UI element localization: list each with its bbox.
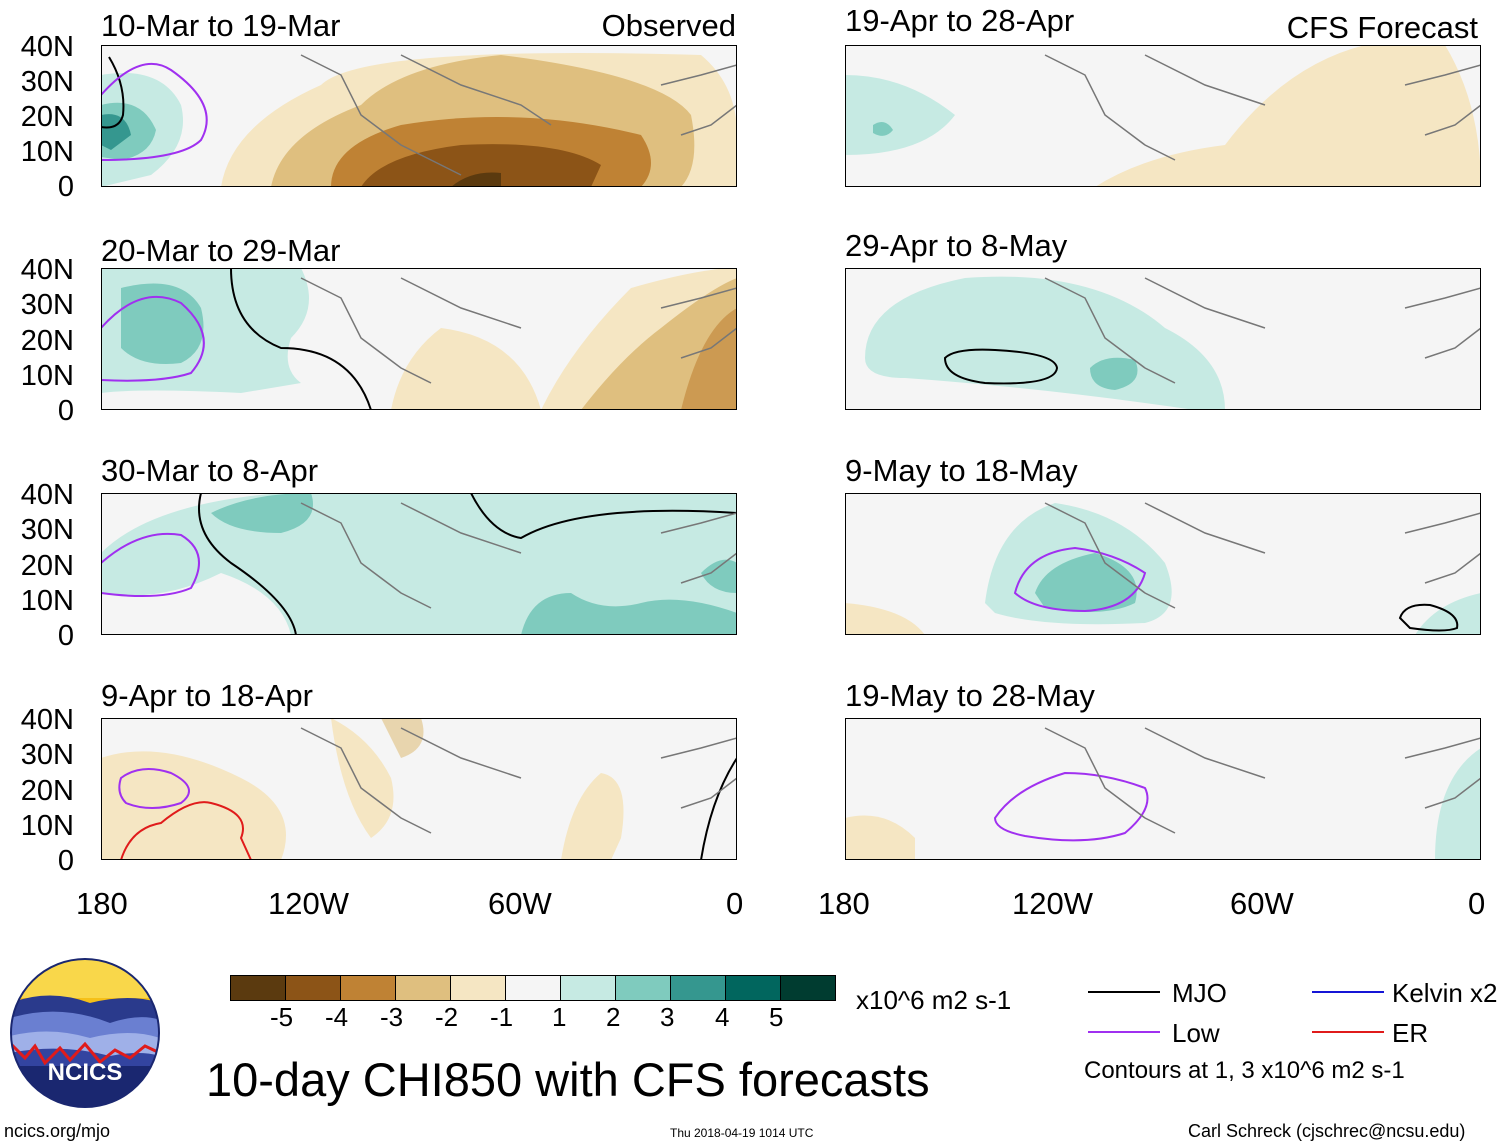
legend-label-mjo: MJO: [1172, 978, 1227, 1008]
y-tick-40n-4: 40N: [20, 704, 74, 736]
colorbar-tick: 4: [715, 1002, 730, 1032]
x-tick-180-right: 180: [818, 886, 870, 921]
legend-label-kelvin: Kelvin x2: [1392, 978, 1498, 1008]
panel-title-fcst-3: 9-May to 18-May: [845, 453, 1078, 488]
y-tick-40n-3: 40N: [20, 479, 74, 511]
logo-text: NCICS: [48, 1059, 123, 1086]
contour-note: Contours at 1, 3 x10^6 m2 s-1: [1084, 1057, 1405, 1084]
colorbar-tick: 1: [552, 1002, 567, 1032]
x-tick-0-right: 0: [1468, 886, 1486, 921]
x-tick-60w-left: 60W: [488, 886, 552, 921]
colorbar-swatch: [561, 976, 616, 1000]
colorbar-swatch: [231, 976, 286, 1000]
colorbar-swatch: [451, 976, 506, 1000]
colorbar-tick: 3: [660, 1002, 675, 1032]
footer-author: Carl Schreck (cjschrec@ncsu.edu): [1188, 1121, 1466, 1141]
colorbar: [230, 975, 836, 1001]
colorbar-tick: 5: [769, 1002, 784, 1032]
y-tick-0-4: 0: [57, 845, 74, 877]
footer-timestamp: Thu 2018-04-19 1014 UTC: [670, 1126, 814, 1140]
map-panel-obs-1: [101, 45, 737, 187]
legend-line-er: [1312, 1031, 1384, 1033]
colorbar-tick: -2: [435, 1002, 459, 1032]
panel-title-obs-2: 20-Mar to 29-Mar: [101, 233, 341, 268]
colorbar-swatch: [286, 976, 341, 1000]
panel-title-obs-3: 30-Mar to 8-Apr: [101, 453, 319, 488]
map-panel-obs-4: [101, 718, 737, 860]
y-tick-30n-3: 30N: [20, 514, 74, 546]
map-panel-fcst-1: [845, 45, 1481, 187]
map-panel-fcst-4: [845, 718, 1481, 860]
y-tick-10n-2: 10N: [20, 360, 74, 392]
colorbar-tick: -3: [380, 1002, 404, 1032]
y-tick-30n-2: 30N: [20, 289, 74, 321]
y-tick-30n-4: 30N: [20, 739, 74, 771]
legend-line-mjo: [1088, 991, 1160, 993]
colorbar-tick: 2: [606, 1002, 621, 1032]
map-panel-obs-3: [101, 493, 737, 635]
observed-label: Observed: [601, 8, 736, 43]
colorbar-tick: -1: [490, 1002, 514, 1032]
footer-url: ncics.org/mjo: [4, 1121, 111, 1141]
map-panel-fcst-3: [845, 493, 1481, 635]
y-tick-20n-4: 20N: [20, 775, 74, 807]
legend-line-low: [1088, 1031, 1160, 1033]
forecast-label: CFS Forecast: [1286, 10, 1478, 45]
y-tick-0-2: 0: [57, 395, 74, 427]
legend-label-er: ER: [1392, 1018, 1429, 1048]
y-tick-30n-1: 30N: [20, 66, 74, 98]
x-tick-120w-right: 120W: [1012, 886, 1093, 921]
map-panel-fcst-2: [845, 268, 1481, 410]
colorbar-swatch: [726, 976, 781, 1000]
panel-title-fcst-4: 19-May to 28-May: [845, 678, 1095, 713]
colorbar-swatch: [396, 976, 451, 1000]
colorbar-swatch: [341, 976, 396, 1000]
ncics-logo: NCICS: [10, 958, 160, 1108]
y-tick-10n-1: 10N: [20, 136, 74, 168]
x-tick-180-left: 180: [76, 886, 128, 921]
panel-title-fcst-2: 29-Apr to 8-May: [845, 228, 1068, 263]
panel-title-obs-1: 10-Mar to 19-Mar: [101, 8, 341, 43]
y-tick-0-1: 0: [57, 171, 74, 203]
legend-label-low: Low: [1172, 1018, 1220, 1048]
x-tick-0-left: 0: [726, 886, 744, 921]
colorbar-swatch: [781, 976, 835, 1000]
panel-title-obs-4: 9-Apr to 18-Apr: [101, 678, 313, 713]
y-tick-40n-2: 40N: [20, 254, 74, 286]
colorbar-units: x10^6 m2 s-1: [856, 985, 1012, 1015]
y-tick-20n-2: 20N: [20, 325, 74, 357]
y-tick-40n-1: 40N: [20, 31, 74, 63]
y-tick-0-3: 0: [57, 620, 74, 652]
colorbar-swatch: [506, 976, 561, 1000]
colorbar-swatch: [671, 976, 726, 1000]
x-tick-60w-right: 60W: [1230, 886, 1294, 921]
y-tick-20n-1: 20N: [20, 101, 74, 133]
legend-line-kelvin: [1312, 991, 1384, 993]
figure-title: 10-day CHI850 with CFS forecasts: [206, 1053, 930, 1106]
colorbar-tick: -4: [325, 1002, 349, 1032]
y-tick-10n-3: 10N: [20, 585, 74, 617]
panel-title-fcst-1: 19-Apr to 28-Apr: [845, 3, 1075, 38]
colorbar-swatch: [616, 976, 671, 1000]
colorbar-tick: -5: [270, 1002, 294, 1032]
x-tick-120w-left: 120W: [268, 886, 349, 921]
y-tick-20n-3: 20N: [20, 550, 74, 582]
y-tick-10n-4: 10N: [20, 810, 74, 842]
map-panel-obs-2: [101, 268, 737, 410]
